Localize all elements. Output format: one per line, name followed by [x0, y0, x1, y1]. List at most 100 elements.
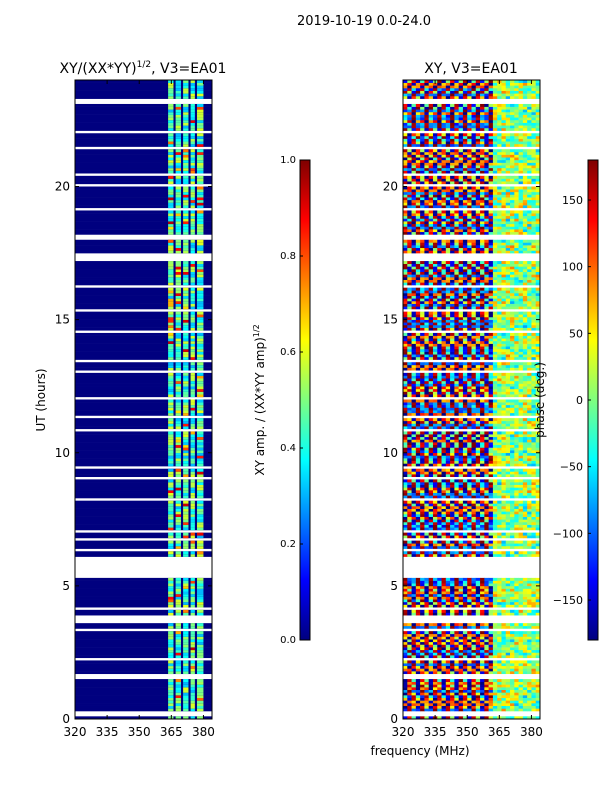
phase-cell	[527, 407, 532, 410]
phase-cell	[416, 583, 421, 586]
amplitude-cell	[197, 551, 203, 554]
phase-cell	[459, 341, 464, 344]
amplitude-cell	[197, 453, 203, 456]
phase-cell	[480, 402, 485, 405]
colorbar-tick-label: 0.2	[280, 539, 296, 550]
phase-cell	[412, 703, 417, 706]
phase-cell	[497, 511, 502, 514]
phase-cell	[433, 341, 438, 344]
phase-cell	[523, 519, 528, 522]
phase-cell	[523, 655, 528, 658]
amplitude-cell	[183, 187, 188, 190]
phase-cell	[437, 708, 442, 711]
phase-cell	[454, 706, 459, 709]
phase-cell	[476, 687, 481, 690]
phase-cell	[527, 493, 532, 496]
amplitude-cell	[197, 274, 203, 277]
amplitude-cell	[168, 423, 173, 426]
phase-cell	[523, 605, 528, 608]
phase-cell	[437, 543, 442, 546]
phase-cell	[476, 365, 481, 368]
phase-cell	[480, 602, 485, 605]
phase-cell	[510, 546, 515, 549]
phase-cell	[476, 455, 481, 458]
phase-cell	[459, 639, 464, 642]
amplitude-cell	[168, 306, 173, 309]
phase-cell	[514, 666, 519, 669]
phase-cell	[463, 519, 468, 522]
amplitude-cell	[183, 312, 188, 315]
phase-cell	[531, 442, 536, 445]
phase-cell	[463, 418, 468, 421]
phase-cell	[407, 439, 412, 442]
phase-cell	[433, 535, 438, 538]
phase-cell	[403, 687, 408, 690]
phase-cell	[446, 346, 451, 349]
phase-cell	[454, 423, 459, 426]
phase-cell	[459, 682, 464, 685]
amplitude-cell	[176, 221, 181, 224]
phase-cell	[446, 514, 451, 517]
phase-cell	[433, 352, 438, 355]
phase-cell	[476, 703, 481, 706]
phase-cell	[531, 506, 536, 509]
phase-cell	[531, 344, 536, 347]
phase-cell	[476, 578, 481, 581]
phase-cell	[510, 599, 515, 602]
amplitude-cell	[168, 266, 173, 269]
phase-cell	[459, 663, 464, 666]
phase-cell	[463, 546, 468, 549]
phase-cell	[484, 506, 489, 509]
phase-cell	[437, 506, 442, 509]
phase-cell	[519, 431, 524, 434]
phase-cell	[403, 578, 408, 581]
phase-cell	[514, 439, 519, 442]
phase-cell	[506, 485, 511, 488]
phase-cell	[403, 695, 408, 698]
phase-cell	[493, 581, 498, 584]
phase-cell	[412, 541, 417, 544]
phase-cell	[407, 506, 412, 509]
phase-cell	[519, 482, 524, 485]
phase-cell	[497, 365, 502, 368]
amplitude-cell	[176, 349, 181, 352]
phase-cell	[501, 652, 506, 655]
phase-cell	[519, 639, 524, 642]
phase-cell	[493, 509, 498, 512]
phase-cell	[437, 613, 442, 616]
phase-cell	[480, 426, 485, 429]
phase-cell	[454, 695, 459, 698]
phase-cell	[506, 352, 511, 355]
amplitude-cell	[183, 682, 188, 685]
phase-cell	[480, 599, 485, 602]
phase-cell	[514, 639, 519, 642]
phase-cell	[463, 373, 468, 376]
phase-cell	[484, 692, 489, 695]
phase-cell	[506, 671, 511, 674]
phase-cell	[407, 418, 412, 421]
phase-cell	[459, 652, 464, 655]
phase-cell	[523, 413, 528, 416]
phase-cell	[527, 394, 532, 397]
phase-cell	[510, 394, 515, 397]
phase-cell	[446, 439, 451, 442]
phase-cell	[527, 381, 532, 384]
phase-cell	[506, 418, 511, 421]
phase-cell	[420, 392, 425, 395]
phase-cell	[523, 644, 528, 647]
phase-cell	[403, 373, 408, 376]
phase-cell	[450, 336, 455, 339]
phase-cell	[472, 405, 477, 408]
phase-cell	[501, 392, 506, 395]
phase-cell	[463, 642, 468, 645]
amplitude-colorbar-label: XY amp. / (XX*YY amp)1/2	[252, 324, 267, 475]
phase-cell	[493, 551, 498, 554]
phase-cell	[472, 418, 477, 421]
amplitude-cell	[183, 282, 188, 285]
phase-cell	[442, 687, 447, 690]
amplitude-cell	[176, 690, 181, 693]
phase-cell	[412, 493, 417, 496]
phase-cell	[450, 381, 455, 384]
phase-cell	[493, 368, 498, 371]
phase-cell	[424, 647, 429, 650]
